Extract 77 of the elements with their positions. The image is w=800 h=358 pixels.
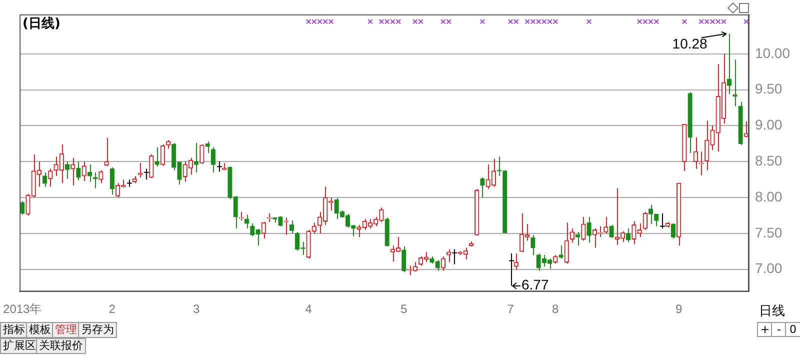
candlestick (154, 146, 160, 168)
text: 关联报价 (36, 338, 86, 354)
text: 扩展区 (0, 338, 39, 354)
candlestick (670, 222, 676, 239)
candlestick (42, 172, 48, 188)
candlestick (20, 200, 25, 216)
candlestick (642, 211, 648, 230)
candlestick (126, 179, 132, 188)
candlestick (440, 256, 446, 272)
candlestick (570, 228, 575, 244)
x-tick-label: 2013年 (3, 302, 42, 316)
x-tick-label: 3 (192, 302, 200, 316)
candlestick (576, 231, 580, 246)
candlestick (586, 216, 592, 244)
candlestick (149, 154, 154, 179)
y-tick-label: 7.00 (754, 260, 782, 276)
candlestick (604, 216, 608, 234)
candlestick (654, 214, 659, 227)
candlestick (648, 204, 654, 225)
candlestick (261, 221, 266, 239)
candlestick (87, 164, 92, 182)
candlestick (480, 176, 485, 198)
text: 日线 (757, 304, 787, 319)
candlestick (452, 248, 458, 265)
annotation: 6.77 (522, 276, 549, 293)
candlestick (660, 212, 666, 229)
candlestick (205, 141, 210, 154)
candlestick (104, 137, 109, 166)
chart-title: (日线) (22, 16, 60, 32)
candlestick (732, 59, 738, 107)
y-tick-label: 9.00 (754, 116, 782, 133)
text: + (757, 322, 773, 337)
text: 模板 (26, 322, 54, 338)
candlestick (210, 146, 216, 173)
annotation: 10.28 (672, 36, 708, 52)
x-tick-label: 7 (507, 302, 514, 316)
candlestick (446, 248, 452, 263)
candlestick (514, 253, 518, 270)
x-tick-label: 2 (108, 302, 116, 316)
candlestick (244, 214, 250, 229)
candlestick (98, 170, 104, 184)
candlestick (744, 120, 748, 138)
text: 指标 (0, 322, 28, 338)
candlestick (693, 136, 698, 170)
y-tick-label: 8.50 (754, 152, 782, 168)
x-tick-label: 4 (305, 302, 312, 316)
candlestick (402, 246, 406, 273)
x-tick-label: 5 (400, 302, 408, 316)
candlestick (64, 161, 70, 180)
candlestick (110, 166, 114, 196)
candlestick (200, 144, 204, 164)
y-tick-label: 7.50 (754, 224, 782, 240)
candlestick (48, 168, 53, 188)
candlestick (289, 220, 294, 234)
candlestick (609, 224, 614, 238)
y-tick-label: 9.50 (754, 80, 782, 97)
text: 0 (785, 322, 800, 337)
candlestick (581, 216, 586, 242)
candlestick (144, 168, 150, 180)
candlestick (530, 234, 536, 256)
candlestick (626, 228, 631, 243)
candlestick (70, 158, 76, 186)
candlestick (160, 144, 165, 166)
candlestick (564, 222, 569, 264)
candlestick (558, 245, 564, 260)
x-tick-label: 8 (552, 302, 560, 316)
text: - (771, 322, 787, 337)
candlestick (82, 161, 86, 182)
text: 管理 (52, 322, 80, 338)
candlestick (76, 161, 81, 181)
x-tick-label: 9 (675, 302, 682, 316)
y-tick-label: 8.00 (754, 188, 782, 204)
y-tick-label: 10.00 (754, 44, 790, 61)
candlestick (194, 142, 199, 173)
text: 另存为 (78, 322, 117, 338)
candlestick (216, 161, 222, 172)
candlestick (727, 33, 732, 95)
